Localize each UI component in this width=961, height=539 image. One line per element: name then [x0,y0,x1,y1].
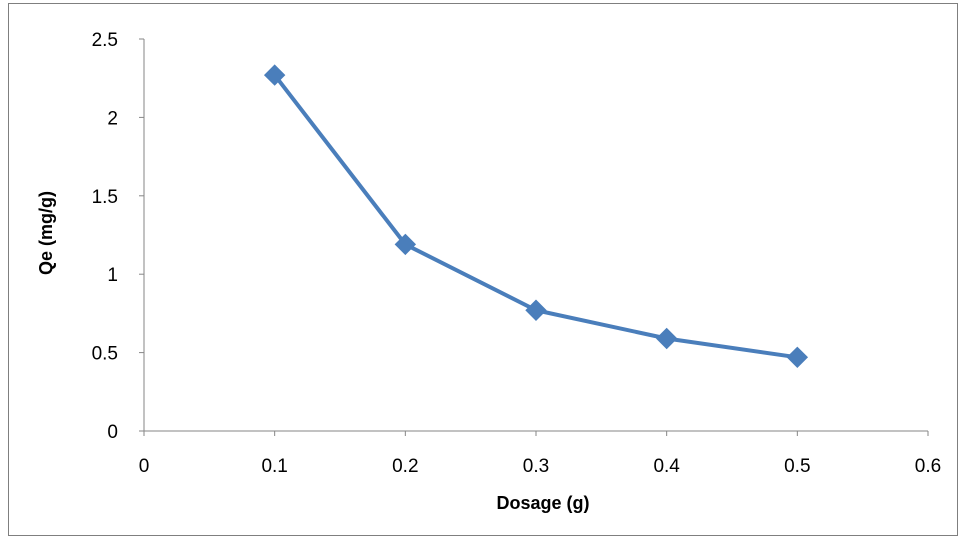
data-point-marker [655,327,678,350]
data-point-marker [394,233,417,256]
series [263,64,809,369]
x-tick-label: 0.2 [392,456,418,477]
x-tick-label: 0.4 [653,456,680,477]
data-point-marker [786,346,809,369]
x-tick-label: 0.3 [523,456,549,477]
x-axis-title: Dosage (g) [496,493,589,513]
x-tick-label: 0 [139,456,150,477]
data-point-marker [263,64,286,86]
data-point-marker [525,299,547,321]
x-tick-label: 0.5 [784,456,810,477]
axes [139,38,929,436]
y-tick-label: 1.5 [92,187,118,208]
y-tick-label: 1 [107,265,118,286]
x-tick-label: 0.6 [915,456,941,477]
y-axis-title: Qe (mg/g) [36,191,56,275]
x-tick-labels: 0 0.1 0.2 0.3 0.4 0.5 0.6 [139,456,942,477]
y-tick-label: 2 [107,108,118,129]
x-tick-label: 0.1 [261,456,287,477]
y-tick-label: 2.5 [92,30,118,51]
y-tick-label: 0 [107,422,118,443]
chart-area [8,3,958,536]
y-tick-labels: 0 0.5 1 1.5 2 2.5 [92,30,118,443]
y-tick-label: 0.5 [92,344,118,365]
